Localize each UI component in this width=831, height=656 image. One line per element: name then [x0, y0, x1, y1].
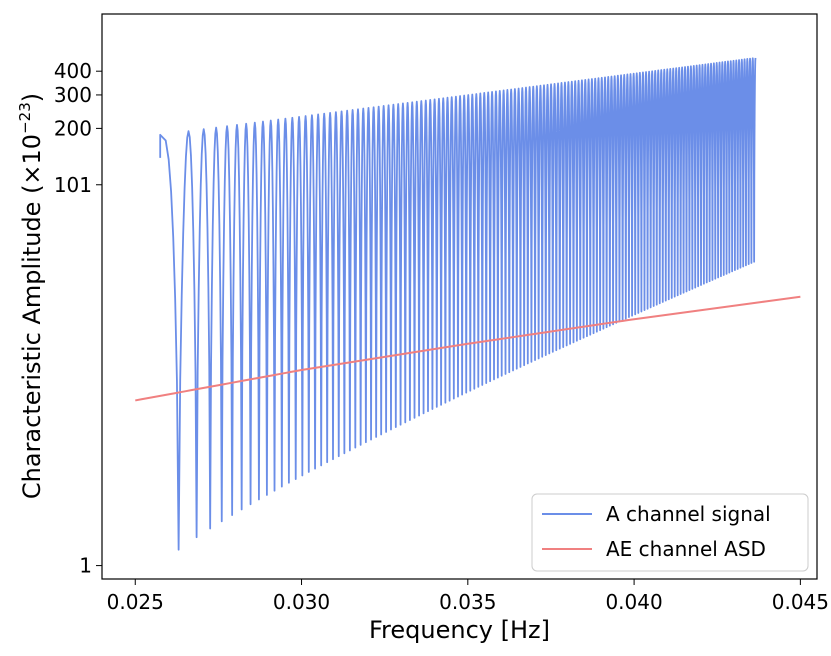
y-tick-label: 1 — [79, 554, 92, 578]
x-tick-label: 0.025 — [107, 590, 164, 614]
y-axis-label: Characteristic Amplitude (×10−23) — [16, 93, 46, 499]
x-axis-label: Frequency [Hz] — [369, 616, 550, 644]
series-line-ae-channel-asd — [135, 295, 801, 402]
series-layer — [135, 57, 801, 551]
legend-label-a-channel-signal: A channel signal — [606, 502, 771, 526]
legend-box — [531, 493, 809, 572]
x-tick-label: 0.035 — [439, 590, 496, 614]
y-tick-label: 300 — [54, 83, 92, 107]
legend: A channel signal AE channel ASD — [531, 493, 809, 572]
x-tick-label: 0.030 — [273, 590, 330, 614]
y-tick-label: 400 — [54, 59, 92, 83]
x-tick-label: 0.040 — [605, 590, 662, 614]
x-tick-label: 0.045 — [772, 590, 829, 614]
x-axis: 0.025 0.030 0.035 0.040 0.045 — [107, 579, 829, 614]
series-line-a-channel-signal — [159, 57, 757, 551]
legend-label-ae-channel-asd: AE channel ASD — [606, 537, 766, 561]
y-tick-label: 101 — [54, 173, 92, 197]
plot-frame — [101, 13, 818, 580]
y-tick-label: 200 — [54, 116, 92, 140]
